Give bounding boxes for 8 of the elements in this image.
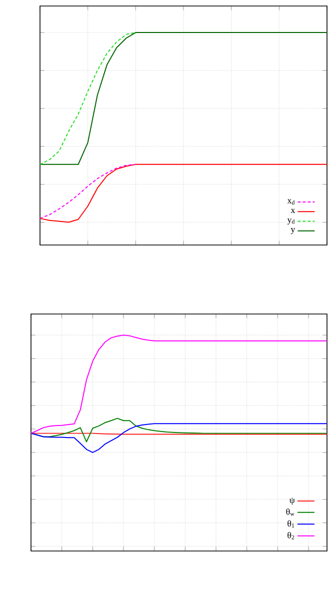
legend-label: ψ [289,498,295,505]
legend-label: θ$_{w}$ [286,508,294,516]
legend-label: θ$_{1}$ [288,520,294,528]
legend-label: θ$_{2}$ [288,532,294,540]
legend-label: x [290,208,296,213]
legend-label: x$_{d}$ [287,199,295,204]
legend-label: y [290,228,296,234]
legend-label: y$_{d}$ [287,218,295,224]
